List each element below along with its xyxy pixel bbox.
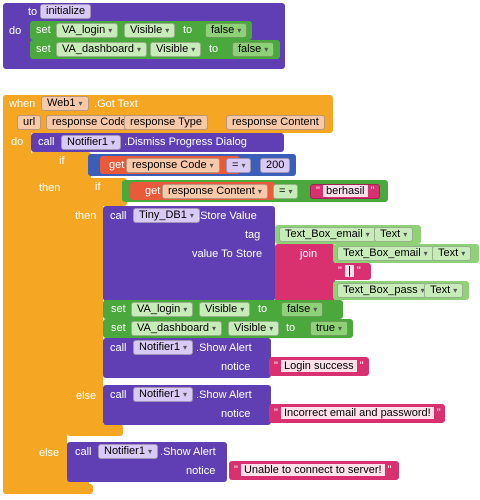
alert1-notice-label: notice: [221, 361, 251, 373]
alert2-component[interactable]: Notifier1 ▾: [133, 387, 193, 402]
init-set2-prop[interactable]: Visible ▾: [150, 42, 202, 57]
set-dash-prop[interactable]: Visible ▾: [228, 321, 280, 336]
separator-text: " | ": [338, 265, 361, 277]
text-berhasil[interactable]: " berhasil ": [310, 184, 381, 199]
set-dash-value[interactable]: true ▾: [310, 321, 348, 336]
web1-component[interactable]: Web1 ▾: [41, 96, 89, 111]
init-to-label: to: [28, 6, 38, 18]
init-set1-component[interactable]: VA_login ▾: [56, 23, 119, 38]
when-label: when: [9, 98, 36, 110]
alert1-component[interactable]: Notifier1 ▾: [133, 340, 193, 355]
join-pass-component[interactable]: Text_Box_pass ▾: [337, 283, 431, 298]
set-login-to: to: [258, 303, 268, 315]
alert2-text: " Incorrect email and password! ": [274, 407, 441, 419]
store-component[interactable]: Tiny_DB1 ▾: [133, 208, 200, 223]
value-to-store-label: value To Store: [192, 248, 263, 260]
set-dash-component[interactable]: VA_dashboard ▾: [131, 321, 222, 336]
set-login-prop[interactable]: Visible ▾: [199, 302, 251, 317]
get2-label: get: [145, 185, 161, 197]
init-set1-label: set: [36, 24, 51, 36]
init-set2-label: set: [36, 43, 51, 55]
event-name: .Got Text: [94, 98, 138, 110]
alert3-component[interactable]: Notifier1 ▾: [98, 444, 158, 459]
op1[interactable]: = ▾: [226, 158, 252, 173]
init-set2-to: to: [209, 43, 219, 55]
dismiss-method: .Dismiss Progress Dialog: [124, 136, 247, 148]
init-event-name: initialize: [40, 4, 92, 19]
join-email-component[interactable]: Text_Box_email ▾: [337, 246, 434, 261]
alert3-call-label: call: [75, 446, 92, 458]
join-email-prop[interactable]: Text ▾: [432, 246, 472, 261]
then1-label: then: [39, 182, 61, 194]
set-login-value[interactable]: false ▾: [281, 302, 324, 317]
handler-left-bar: [3, 95, 31, 493]
join-pass-prop[interactable]: Text ▾: [424, 283, 464, 298]
else2-label: else: [39, 447, 60, 459]
param-response-content[interactable]: response Content: [226, 115, 325, 130]
param-response-type[interactable]: response Type: [124, 115, 208, 130]
if1-label: if: [59, 155, 65, 167]
tag-component[interactable]: Text_Box_email ▾: [279, 227, 376, 242]
join-label: join: [300, 248, 318, 260]
set-dash-label: set: [111, 322, 126, 334]
set-login-component[interactable]: VA_login ▾: [131, 302, 194, 317]
op2[interactable]: = ▾: [273, 184, 299, 199]
if1-left-bar: [31, 152, 67, 492]
handler-do-label: do: [11, 136, 24, 148]
tag-prop[interactable]: Text ▾: [374, 227, 414, 242]
number-200[interactable]: 200: [260, 158, 291, 173]
dismiss-component[interactable]: Notifier1 ▾: [61, 135, 121, 150]
get1-var[interactable]: response Code ▾: [126, 158, 220, 173]
init-do-label: do: [9, 25, 22, 37]
if1-bottom: [31, 480, 89, 492]
alert2-method: .Show Alert: [196, 389, 252, 401]
dismiss-call-label: call: [38, 136, 55, 148]
if2-left-bar: [67, 178, 103, 434]
init-set2-component[interactable]: VA_dashboard ▾: [56, 42, 147, 57]
param-response-code[interactable]: response Code: [46, 115, 133, 130]
tag-label: tag: [245, 229, 261, 241]
param-url[interactable]: url: [17, 115, 42, 130]
alert1-text: " Login success ": [274, 360, 364, 372]
alert1-call-label: call: [110, 342, 127, 354]
alert2-notice-label: notice: [221, 408, 251, 420]
alert1-method: .Show Alert: [196, 342, 252, 354]
alert3-notice-label: notice: [186, 465, 216, 477]
set-dash-to: to: [286, 322, 296, 334]
then2-label: then: [75, 210, 97, 222]
alert3-method: .Show Alert: [160, 446, 216, 458]
store-call-label: call: [110, 210, 127, 222]
init-set1-to: to: [183, 24, 193, 36]
join-block[interactable]: [275, 244, 335, 302]
set-login-label: set: [111, 303, 126, 315]
get1-label: get: [109, 159, 125, 171]
init-set1-value[interactable]: false ▾: [205, 23, 248, 38]
alert3-text: " Unable to connect to server! ": [234, 464, 392, 476]
store-method: .Store Value: [197, 210, 257, 222]
if2-bottom: [67, 424, 123, 436]
else1-label: else: [76, 390, 97, 402]
alert2-call-label: call: [110, 389, 127, 401]
init-set1-prop[interactable]: Visible ▾: [124, 23, 176, 38]
init-set2-value[interactable]: false ▾: [232, 42, 275, 57]
if2-label: if: [95, 181, 101, 193]
get2-var[interactable]: response Content ▾: [162, 184, 268, 199]
